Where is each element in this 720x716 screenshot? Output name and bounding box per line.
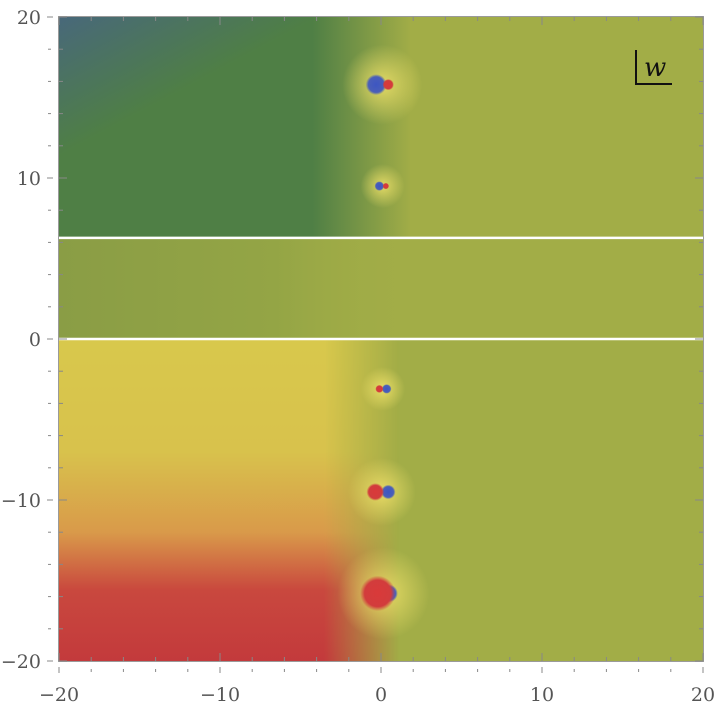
phase-field — [59, 17, 703, 661]
pole-marker — [366, 483, 385, 501]
zero-marker — [381, 384, 392, 394]
variable-bracket — [635, 50, 672, 85]
x-tick-label: 10 — [530, 684, 554, 706]
plot-frame — [58, 16, 704, 662]
pole-marker — [382, 182, 390, 190]
branch-cuts — [59, 236, 703, 341]
y-tick-label: −10 — [1, 490, 41, 512]
zero-marker — [381, 484, 396, 500]
pole-marker — [360, 575, 396, 612]
axis-ticks — [47, 16, 704, 673]
plot-border — [58, 16, 704, 662]
y-tick-label: 20 — [17, 7, 41, 29]
y-tick-label: 0 — [29, 329, 41, 351]
pole-marker — [382, 78, 394, 91]
y-tick-label: 10 — [17, 168, 41, 190]
axis-tick-labels: −20 −10 0 10 20 −20 −10 0 10 20 — [1, 7, 715, 706]
variable-label-group: w — [635, 50, 672, 85]
region-middle-left — [59, 237, 421, 339]
x-tick-label: 0 — [375, 684, 387, 706]
x-tick-label: −20 — [39, 684, 79, 706]
x-tick-label: 20 — [691, 684, 715, 706]
variable-label: w — [644, 53, 666, 83]
y-tick-label: −20 — [1, 651, 41, 673]
region-upper-corner — [59, 17, 349, 172]
zero-marker — [365, 74, 387, 96]
x-tick-label: −10 — [200, 684, 240, 706]
pole-marker — [375, 384, 384, 393]
zero-marker — [374, 181, 385, 191]
